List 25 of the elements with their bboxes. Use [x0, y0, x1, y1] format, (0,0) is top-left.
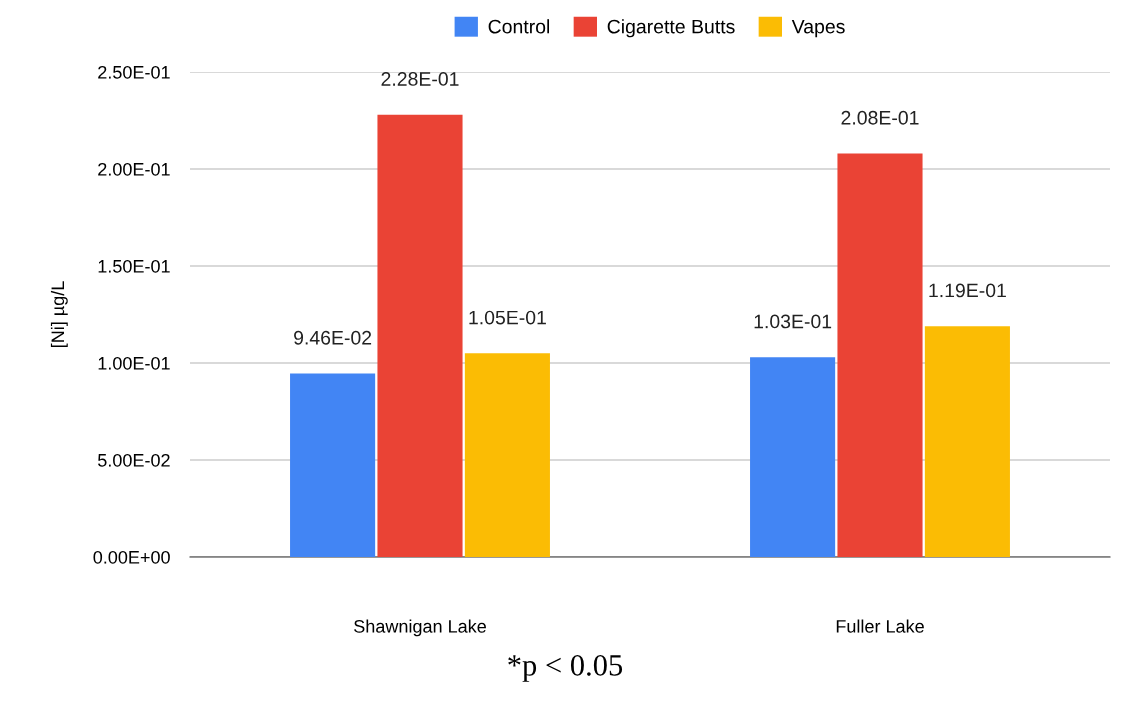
data-label: 9.46E-02 — [294, 330, 372, 345]
bar — [290, 373, 376, 557]
y-tick-label: 1.00E-01 — [98, 356, 170, 370]
data-label: 1.05E-01 — [469, 310, 546, 325]
y-tick-label: 2.00E-01 — [98, 162, 170, 176]
bar — [464, 353, 550, 557]
bar — [750, 357, 836, 557]
data-label: 1.19E-01 — [929, 283, 1006, 298]
text: *p < 0.05 — [508, 655, 623, 682]
y-tick-label: 1.50E-01 — [98, 259, 170, 273]
y-tick-label: 2.50E-01 — [98, 65, 170, 79]
data-label: 1.03E-01 — [754, 314, 832, 329]
y-tick-label: 0.00E+00 — [93, 550, 170, 564]
y-axis-title: [Ni] µg/L — [50, 281, 68, 348]
bar — [924, 326, 1010, 557]
data-label: 2.08E-01 — [841, 110, 919, 125]
legend-label: Control — [488, 19, 550, 34]
legend-label: Cigarette Butts — [607, 19, 735, 38]
x-tick-label: Fuller Lake — [836, 619, 924, 633]
bar — [377, 114, 463, 557]
legend-label: Vapes — [791, 19, 845, 38]
y-tick-label: 5.00E-02 — [98, 453, 170, 467]
data-label: 2.28E-01 — [381, 72, 459, 86]
bar — [837, 153, 923, 557]
x-tick-label: Shawnigan Lake — [354, 619, 486, 637]
